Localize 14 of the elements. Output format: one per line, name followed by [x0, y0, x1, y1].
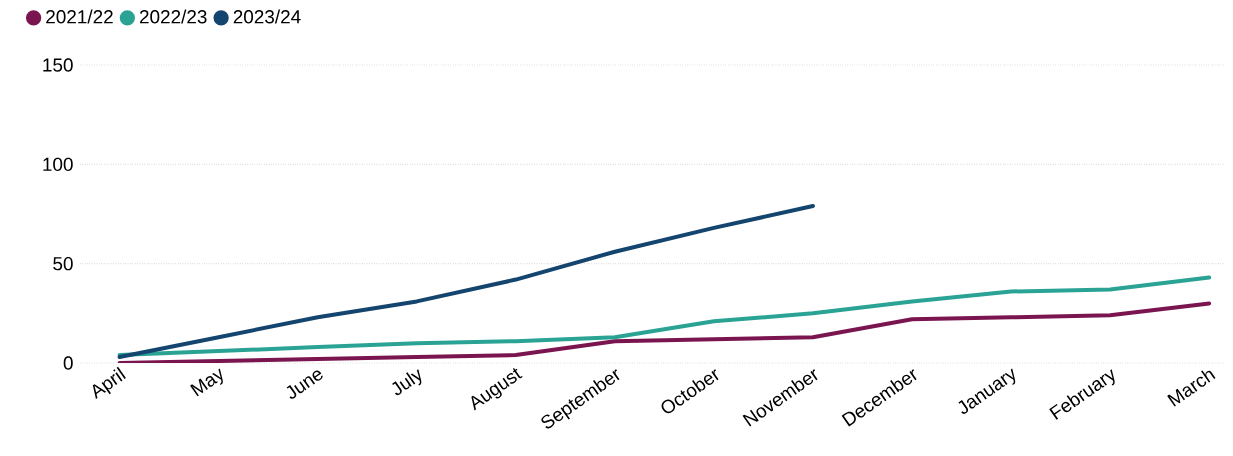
y-tick-label: 0: [63, 356, 73, 370]
legend-label: 2021/22: [46, 9, 113, 24]
x-tick-label: June: [286, 370, 323, 399]
legend-label: 2022/23: [139, 9, 207, 24]
x-tick-label: April: [92, 366, 126, 399]
legend-label: 2023/24: [233, 9, 301, 24]
line-series: [117, 275, 1212, 358]
x-tick-label: May: [190, 368, 223, 397]
y-tick-label: 150: [43, 58, 73, 72]
x-tick-label: July: [392, 369, 422, 396]
y-tick-label: 100: [43, 157, 73, 172]
line-series: [117, 301, 1212, 363]
y-tick-label: 50: [53, 256, 73, 271]
line-series: [117, 204, 815, 360]
